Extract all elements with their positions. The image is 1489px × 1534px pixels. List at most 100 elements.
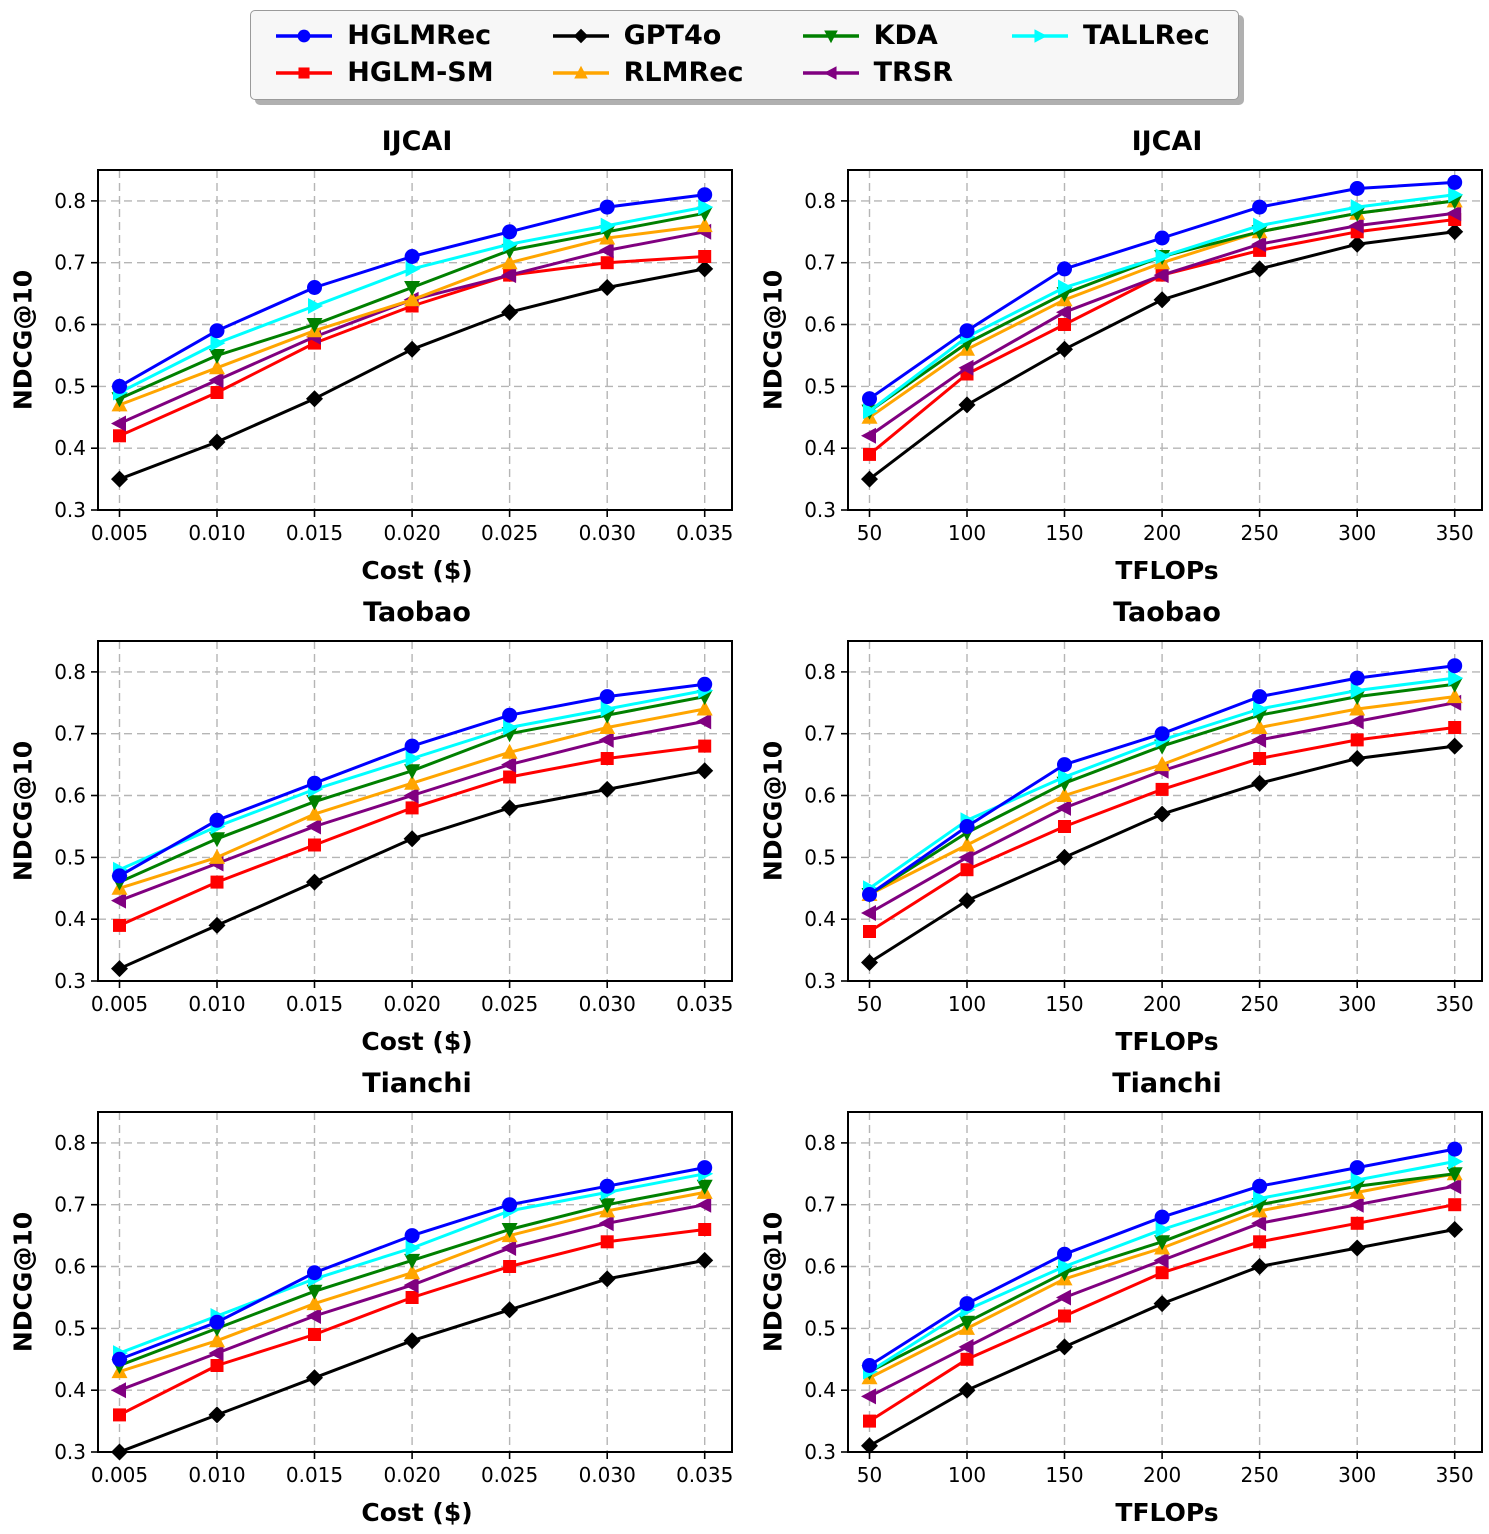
svg-text:0.010: 0.010	[188, 1463, 245, 1487]
svg-text:250: 250	[1241, 992, 1279, 1016]
plot-title: Taobao	[363, 597, 471, 628]
svg-text:0.005: 0.005	[91, 1463, 148, 1487]
plot-title: IJCAI	[1131, 126, 1203, 157]
svg-text:100: 100	[948, 992, 986, 1016]
plot-area: 50 100 150 200 250 300 350 0.3 0.4 0.5 0.6 0.7 0.8	[804, 640, 1483, 1016]
svg-text:0.6: 0.6	[804, 313, 836, 337]
svg-text:0.015: 0.015	[286, 521, 343, 545]
svg-text:0.025: 0.025	[481, 521, 538, 545]
svg-text:0.005: 0.005	[91, 521, 148, 545]
svg-text:0.4: 0.4	[804, 907, 836, 931]
svg-text:300: 300	[1338, 521, 1376, 545]
legend-item-rlmrec: RLMRec	[550, 56, 744, 89]
svg-text:250: 250	[1241, 521, 1279, 545]
subplot-tianchi-tflops: Tianchi NDCG@10 50 100 150 200 250 300 350 0.3 0…	[756, 1066, 1489, 1531]
legend-label: HGLM-SM	[347, 57, 494, 88]
svg-text:0.3: 0.3	[804, 498, 836, 522]
svg-text:0.6: 0.6	[54, 784, 86, 808]
svg-text:250: 250	[1241, 1463, 1279, 1487]
tallrec-triangle-right-icon	[1012, 28, 1069, 43]
x-axis-label: Cost ($)	[361, 556, 473, 585]
hglmrec-circle-icon	[276, 29, 333, 42]
x-axis-label: TFLOPs	[1115, 1027, 1219, 1056]
svg-text:0.5: 0.5	[54, 845, 86, 869]
svg-text:200: 200	[1143, 521, 1181, 545]
svg-text:50: 50	[857, 521, 882, 545]
svg-text:0.035: 0.035	[676, 1463, 733, 1487]
plot-area: 50 100 150 200 250 300 350 0.3 0.4 0.5 0.6 0.7 0.8	[804, 169, 1483, 545]
svg-text:0.4: 0.4	[54, 1378, 86, 1402]
hglm-sm-square-icon	[276, 66, 333, 79]
svg-text:0.8: 0.8	[804, 189, 836, 213]
svg-text:0.3: 0.3	[54, 969, 86, 993]
rlmrec-triangle-up-icon	[552, 65, 609, 79]
svg-text:0.5: 0.5	[54, 374, 86, 398]
legend-label: TALLRec	[1083, 20, 1210, 51]
legend-item-gpt4o: GPT4o	[550, 19, 744, 52]
y-axis-label: NDCG@10	[8, 269, 38, 410]
svg-text:0.7: 0.7	[54, 1193, 86, 1217]
svg-text:0.030: 0.030	[579, 1463, 636, 1487]
plot-area: 0.005 0.010 0.015 0.020 0.025 0.030 0.035 0.3 0.…	[54, 1111, 733, 1487]
plot-title: Tianchi	[362, 1068, 472, 1099]
plot-title: Taobao	[1113, 597, 1221, 628]
legend-item-trsr: TRSR	[800, 56, 953, 89]
y-axis-label: NDCG@10	[8, 740, 38, 881]
svg-text:200: 200	[1143, 1463, 1181, 1487]
svg-text:50: 50	[857, 1463, 882, 1487]
svg-text:0.6: 0.6	[804, 784, 836, 808]
legend-label: RLMRec	[623, 57, 744, 88]
y-axis-label: NDCG@10	[8, 1211, 38, 1352]
svg-text:0.7: 0.7	[54, 251, 86, 275]
subplot-ijcai-tflops: IJCAI NDCG@10 50 100 150 200 250 300 350 0.3 0.4…	[756, 124, 1489, 589]
svg-text:0.7: 0.7	[804, 251, 836, 275]
x-axis-label: TFLOPs	[1115, 1498, 1219, 1527]
trsr-triangle-left-icon	[802, 65, 859, 80]
svg-text:0.4: 0.4	[804, 436, 836, 460]
svg-text:50: 50	[857, 992, 882, 1016]
svg-text:0.5: 0.5	[54, 1316, 86, 1340]
svg-text:0.025: 0.025	[481, 992, 538, 1016]
svg-text:0.8: 0.8	[54, 660, 86, 684]
svg-text:0.7: 0.7	[54, 722, 86, 746]
svg-text:0.030: 0.030	[579, 992, 636, 1016]
y-axis-label: NDCG@10	[758, 1211, 788, 1352]
plot-title: Tianchi	[1112, 1068, 1222, 1099]
svg-text:0.7: 0.7	[804, 1193, 836, 1217]
svg-text:0.035: 0.035	[676, 521, 733, 545]
svg-text:0.020: 0.020	[383, 1463, 440, 1487]
legend-item-hglmrec: HGLMRec	[273, 19, 493, 52]
svg-text:0.020: 0.020	[383, 992, 440, 1016]
svg-text:0.8: 0.8	[54, 189, 86, 213]
x-axis-label: Cost ($)	[361, 1498, 473, 1527]
svg-text:300: 300	[1338, 992, 1376, 1016]
svg-text:0.8: 0.8	[804, 660, 836, 684]
legend-label: TRSR	[873, 57, 954, 88]
subplot-ijcai-cost: IJCAI NDCG@10 0.005 0.010 0.015 0.020 0.025 0…	[6, 124, 740, 589]
legend-grid: HGLMRec HGLM-SM GPT4o RLMRec KDA TRSR TALLRec	[273, 19, 1210, 89]
x-axis-label: Cost ($)	[361, 1027, 473, 1056]
svg-text:0.8: 0.8	[804, 1131, 836, 1155]
svg-text:0.030: 0.030	[579, 521, 636, 545]
svg-text:0.010: 0.010	[188, 992, 245, 1016]
subplot-taobao-cost: Taobao NDCG@10 0.005 0.010 0.015 0.020 0.025…	[6, 595, 740, 1060]
svg-text:0.4: 0.4	[804, 1378, 836, 1402]
svg-text:0.020: 0.020	[383, 521, 440, 545]
svg-text:0.6: 0.6	[54, 1255, 86, 1279]
figure-legend: HGLMRec HGLM-SM GPT4o RLMRec KDA TRSR TALLRec	[250, 10, 1239, 100]
y-axis-label: NDCG@10	[758, 269, 788, 410]
plot-title: IJCAI	[381, 126, 453, 157]
y-axis-label: NDCG@10	[758, 740, 788, 881]
legend-label: KDA	[873, 20, 938, 51]
svg-text:0.005: 0.005	[91, 992, 148, 1016]
svg-text:0.5: 0.5	[804, 374, 836, 398]
gpt4o-diamond-icon	[552, 28, 609, 43]
legend-item-hglm-sm: HGLM-SM	[273, 56, 494, 89]
svg-text:0.4: 0.4	[54, 907, 86, 931]
svg-text:150: 150	[1045, 1463, 1083, 1487]
svg-text:350: 350	[1436, 1463, 1474, 1487]
subplot-tianchi-cost: Tianchi NDCG@10 0.005 0.010 0.015 0.020 0.02…	[6, 1066, 740, 1531]
plot-area: 50 100 150 200 250 300 350 0.3 0.4 0.5 0.6 0.7 0.8	[804, 1111, 1483, 1487]
plot-area: 0.005 0.010 0.015 0.020 0.025 0.030 0.035 0.3 0.…	[54, 169, 733, 545]
charts-grid: IJCAI NDCG@10 0.005 0.010 0.015 0.020 0.025 0…	[0, 124, 1489, 1531]
